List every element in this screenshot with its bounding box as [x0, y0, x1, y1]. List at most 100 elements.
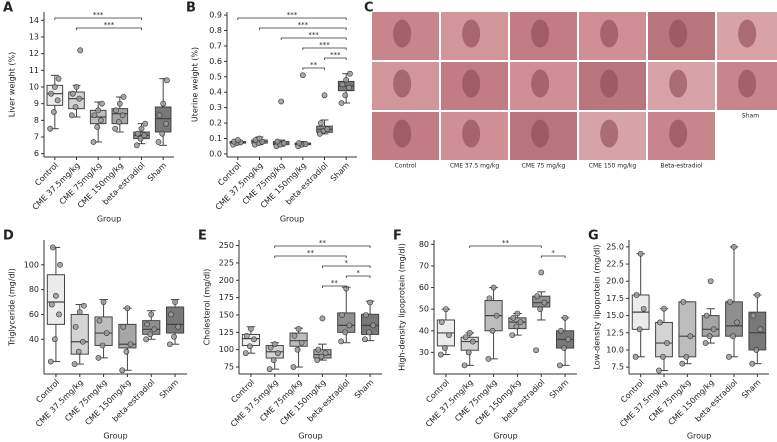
y-tick-label: 150	[219, 310, 234, 319]
tissue-organ	[531, 69, 550, 98]
data-point	[159, 130, 166, 137]
data-point	[319, 315, 326, 322]
photo-caption: CME 37.5 mg/kg	[450, 163, 499, 170]
significance-bracket	[274, 255, 347, 258]
data-point	[242, 350, 249, 357]
y-tick-label: 15.0	[606, 311, 624, 320]
data-point	[294, 346, 301, 353]
data-point	[437, 351, 444, 358]
tissue-organ	[462, 19, 481, 48]
photo-caption: Control	[395, 163, 417, 170]
data-point	[69, 90, 76, 97]
y-tick-label: 225	[219, 258, 234, 267]
x-axis-label: Group	[280, 215, 304, 224]
data-point	[243, 332, 250, 339]
tissue-organ	[393, 19, 412, 48]
data-point	[271, 341, 278, 348]
data-point	[734, 319, 740, 326]
data-point	[137, 135, 144, 142]
data-point	[757, 326, 764, 333]
data-point	[314, 357, 321, 364]
data-point	[338, 338, 345, 345]
data-point	[324, 126, 331, 133]
y-axis-label: High-density lipoprotein (mg/dl)	[398, 243, 407, 371]
data-point	[465, 349, 472, 356]
y-tick-label: 25.0	[606, 242, 624, 251]
y-tick-label: 12	[29, 49, 39, 58]
data-point	[148, 311, 155, 318]
data-point	[278, 98, 285, 105]
data-point	[558, 327, 564, 334]
data-point	[167, 341, 173, 348]
y-tick-label: 100	[219, 345, 234, 354]
y-tick-label: 60	[29, 310, 39, 319]
y-tick-label: 50	[419, 305, 429, 314]
box	[678, 301, 697, 358]
data-point	[75, 348, 82, 355]
y-tick-label: 200	[219, 276, 234, 285]
data-point	[266, 366, 273, 373]
y-tick-label: 75	[224, 363, 234, 372]
data-point	[80, 302, 87, 309]
data-point	[119, 112, 126, 119]
data-point	[315, 346, 322, 353]
tissue-organ	[462, 69, 481, 98]
data-point	[138, 125, 145, 132]
y-tick-label: 30	[419, 348, 429, 357]
y-tick-label: 22.5	[606, 260, 624, 269]
data-point	[514, 310, 521, 317]
y-tick-label: 6	[34, 149, 39, 158]
data-point	[248, 325, 254, 332]
data-point	[687, 333, 694, 340]
box	[701, 315, 720, 337]
x-axis-label: Group	[103, 432, 127, 441]
panel-label: B	[186, 1, 196, 16]
x-tick-label: beta-estradiol	[501, 378, 547, 424]
data-point	[749, 360, 756, 367]
data-point	[295, 325, 302, 332]
significance-label: *	[345, 259, 349, 267]
data-point	[346, 84, 352, 91]
data-point	[112, 125, 119, 132]
photo-caption: CME 150 mg/kg	[589, 163, 637, 170]
data-point	[113, 107, 119, 114]
data-point	[251, 336, 257, 343]
data-point	[98, 117, 104, 124]
significance-bracket	[469, 245, 542, 248]
data-point	[234, 137, 241, 143]
photo-caption: Beta-estradiol	[660, 163, 702, 170]
significance-bracket	[274, 245, 371, 248]
significance-label: **	[310, 61, 318, 69]
data-point	[537, 306, 544, 313]
panel-label: F	[393, 229, 402, 244]
data-point	[485, 355, 492, 362]
data-point	[94, 124, 101, 130]
significance-label: ***	[330, 51, 341, 59]
data-point	[47, 125, 54, 132]
data-point	[703, 312, 710, 319]
data-point	[172, 299, 178, 305]
data-point	[123, 348, 130, 355]
tissue-organ	[669, 119, 688, 148]
data-point	[541, 299, 548, 306]
data-point	[163, 120, 169, 127]
data-point	[710, 326, 717, 333]
data-point	[346, 322, 353, 329]
tissue-organ	[393, 119, 412, 148]
x-tick-label: beta-estradiol	[693, 378, 739, 424]
data-point	[142, 120, 149, 127]
tissue-organ	[738, 69, 757, 98]
data-point	[48, 301, 55, 308]
data-point	[632, 353, 639, 360]
data-point	[302, 140, 309, 147]
y-tick-label: 20.0	[606, 277, 624, 286]
panel-label: E	[198, 229, 207, 244]
y-tick-label: 0.9	[209, 11, 222, 20]
data-point	[256, 135, 263, 142]
data-point	[706, 333, 713, 340]
significance-bracket	[324, 57, 347, 60]
data-point	[96, 317, 103, 324]
data-point	[298, 339, 305, 346]
tissue-organ	[531, 119, 550, 148]
x-tick-label: Sham	[353, 378, 376, 401]
